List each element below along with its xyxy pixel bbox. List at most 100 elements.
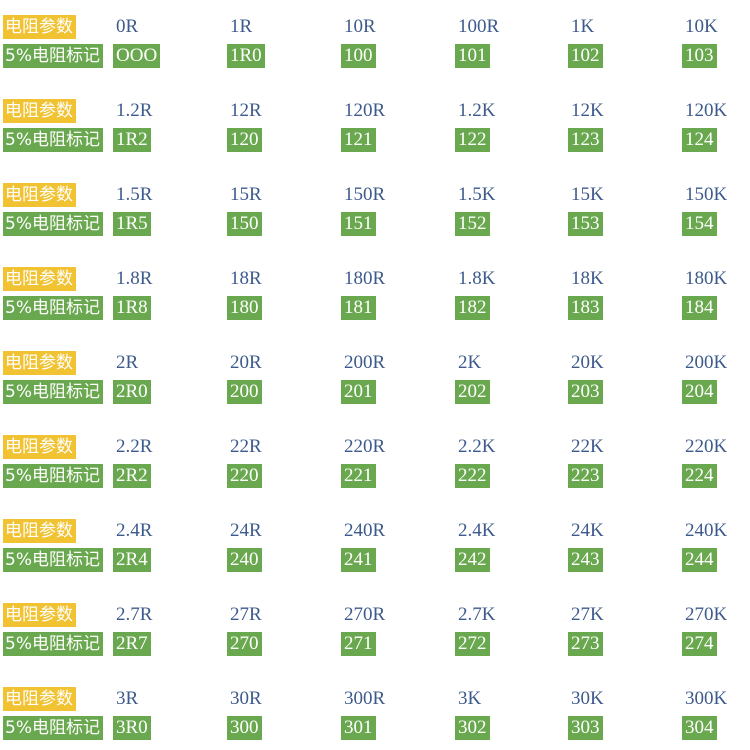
resistance-value: 1.8K xyxy=(458,268,496,289)
resistance-value: 2.4R xyxy=(116,520,153,541)
marking-code: 272 xyxy=(455,632,490,656)
resistance-value: 22K xyxy=(571,436,604,457)
marking-code: 271 xyxy=(341,632,376,656)
resistance-value: 180K xyxy=(685,268,728,289)
resistance-value: 15K xyxy=(571,184,604,205)
marking-code: 223 xyxy=(568,464,603,488)
resistance-value: 270K xyxy=(685,604,728,625)
resistor-group: 电阻参数 5%电阻标记 2R 20R 200R 2K 20K 200K 2R0 … xyxy=(0,336,750,404)
resistance-value: 2R xyxy=(116,352,139,373)
resistance-value: 300R xyxy=(344,688,386,709)
marking-code: 302 xyxy=(455,716,490,740)
resistor-group: 电阻参数 5%电阻标记 1.2R 12R 120R 1.2K 12K 120K … xyxy=(0,84,750,152)
resistance-value: 1.2R xyxy=(116,100,153,121)
resistance-value: 24K xyxy=(571,520,604,541)
marking-code: 220 xyxy=(227,464,262,488)
resistance-value: 10K xyxy=(685,16,718,37)
resistance-value: 24R xyxy=(230,520,262,541)
param-label: 电阻参数 xyxy=(3,687,76,711)
marking-code: 184 xyxy=(682,296,717,320)
marking-code: 153 xyxy=(568,212,603,236)
marking-code: 122 xyxy=(455,128,490,152)
resistance-value: 27K xyxy=(571,604,604,625)
marking-code: 183 xyxy=(568,296,603,320)
resistance-value: 220K xyxy=(685,436,728,457)
resistance-value: 2.4K xyxy=(458,520,496,541)
marking-code: 101 xyxy=(455,44,490,68)
param-label: 电阻参数 xyxy=(3,351,76,375)
marking-code: 2R4 xyxy=(113,548,151,572)
resistance-value: 220R xyxy=(344,436,386,457)
resistance-value: 200R xyxy=(344,352,386,373)
marking-code: 224 xyxy=(682,464,717,488)
param-label: 电阻参数 xyxy=(3,183,76,207)
resistor-group: 电阻参数 5%电阻标记 1.5R 15R 150R 1.5K 15K 150K … xyxy=(0,168,750,236)
resistance-value: 2K xyxy=(458,352,482,373)
marking-code: 301 xyxy=(341,716,376,740)
param-label: 电阻参数 xyxy=(3,267,76,291)
resistance-value: 0R xyxy=(116,16,139,37)
marking-code: 152 xyxy=(455,212,490,236)
resistance-value: 3R xyxy=(116,688,139,709)
marking-code: 1R0 xyxy=(227,44,265,68)
resistance-value: 270R xyxy=(344,604,386,625)
marking-code: OOO xyxy=(113,44,161,68)
resistance-value: 240K xyxy=(685,520,728,541)
marking-code: 1R5 xyxy=(113,212,151,236)
resistance-value: 150R xyxy=(344,184,386,205)
param-label: 电阻参数 xyxy=(3,603,76,627)
mark-label: 5%电阻标记 xyxy=(3,44,103,68)
marking-code: 3R0 xyxy=(113,716,151,740)
marking-code: 2R2 xyxy=(113,464,151,488)
resistance-value: 240R xyxy=(344,520,386,541)
marking-code: 154 xyxy=(682,212,717,236)
mark-label: 5%电阻标记 xyxy=(3,212,103,236)
marking-code: 303 xyxy=(568,716,603,740)
marking-code: 202 xyxy=(455,380,490,404)
resistance-value: 12K xyxy=(571,100,604,121)
marking-code: 304 xyxy=(682,716,717,740)
resistance-value: 200K xyxy=(685,352,728,373)
resistance-value: 15R xyxy=(230,184,262,205)
resistance-value: 10R xyxy=(344,16,376,37)
marking-code: 244 xyxy=(682,548,717,572)
marking-code: 180 xyxy=(227,296,262,320)
resistance-value: 20R xyxy=(230,352,262,373)
resistance-value: 27R xyxy=(230,604,262,625)
resistance-value: 120R xyxy=(344,100,386,121)
resistor-group: 电阻参数 5%电阻标记 2.2R 22R 220R 2.2K 22K 220K … xyxy=(0,420,750,488)
resistance-value: 30R xyxy=(230,688,262,709)
marking-code: 2R0 xyxy=(113,380,151,404)
resistance-value: 100R xyxy=(458,16,500,37)
marking-code: 120 xyxy=(227,128,262,152)
marking-code: 150 xyxy=(227,212,262,236)
resistor-group: 电阻参数 5%电阻标记 2.4R 24R 240R 2.4K 24K 240K … xyxy=(0,504,750,572)
resistance-value: 300K xyxy=(685,688,728,709)
param-label: 电阻参数 xyxy=(3,15,76,39)
marking-code: 273 xyxy=(568,632,603,656)
resistor-group: 电阻参数 5%电阻标记 1.8R 18R 180R 1.8K 18K 180K … xyxy=(0,252,750,320)
mark-label: 5%电阻标记 xyxy=(3,464,103,488)
marking-code: 243 xyxy=(568,548,603,572)
param-label: 电阻参数 xyxy=(3,435,76,459)
param-label: 电阻参数 xyxy=(3,519,76,543)
resistance-value: 30K xyxy=(571,688,604,709)
resistance-value: 3K xyxy=(458,688,482,709)
marking-code: 222 xyxy=(455,464,490,488)
marking-code: 103 xyxy=(682,44,717,68)
resistance-value: 2.7K xyxy=(458,604,496,625)
marking-code: 2R7 xyxy=(113,632,151,656)
marking-code: 181 xyxy=(341,296,376,320)
mark-label: 5%电阻标记 xyxy=(3,632,103,656)
resistance-value: 22R xyxy=(230,436,262,457)
mark-label: 5%电阻标记 xyxy=(3,548,103,572)
resistance-value: 2.7R xyxy=(116,604,153,625)
resistance-value: 150K xyxy=(685,184,728,205)
resistor-group: 电阻参数 5%电阻标记 2.7R 27R 270R 2.7K 27K 270K … xyxy=(0,588,750,656)
marking-code: 242 xyxy=(455,548,490,572)
resistance-value: 18R xyxy=(230,268,262,289)
resistance-value: 120K xyxy=(685,100,728,121)
resistance-value: 2.2R xyxy=(116,436,153,457)
param-label: 电阻参数 xyxy=(3,99,76,123)
